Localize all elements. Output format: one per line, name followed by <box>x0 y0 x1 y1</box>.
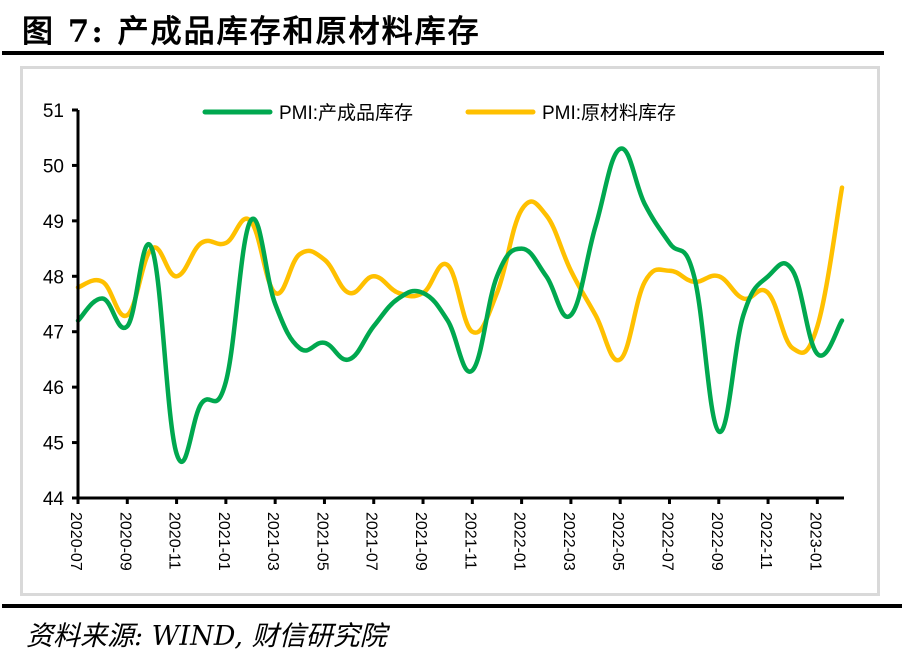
x-tick-label: 2021-09 <box>412 512 429 571</box>
y-tick-label: 49 <box>43 212 64 233</box>
y-tick-label: 45 <box>43 434 64 455</box>
legend: PMI:产成品库存 PMI:原材料库存 <box>202 102 676 124</box>
x-tick-label: 2021-01 <box>215 512 232 571</box>
series-lines <box>75 146 845 465</box>
y-tick-label: 48 <box>43 267 64 288</box>
y-tick-label: 50 <box>43 156 64 177</box>
x-axis-ticks: 2020-07 2020-09 2020-11 2021-01 2021-03 2021-… <box>67 498 823 571</box>
figure-title: 图 7: 产成品库存和原材料库存 <box>22 14 481 50</box>
source-note: 资料来源: WIND, 财信研究院 <box>26 621 387 652</box>
x-tick-label: 2022-03 <box>560 512 577 571</box>
x-tick-label: 2022-05 <box>609 512 626 571</box>
x-tick-label: 2022-01 <box>511 512 528 571</box>
title-rule <box>2 51 884 55</box>
x-tick-label: 2022-11 <box>757 512 774 570</box>
x-tick-label: 2022-09 <box>708 512 725 571</box>
y-tick-label: 46 <box>43 378 64 399</box>
series-line-finished-goods <box>75 146 845 465</box>
x-tick-label: 2020-07 <box>67 512 84 571</box>
y-tick-label: 47 <box>43 323 64 344</box>
legend-item-raw-materials: PMI:原材料库存 <box>465 102 676 124</box>
legend-label-raw-materials: PMI:原材料库存 <box>542 102 676 124</box>
x-tick-label: 2022-07 <box>658 512 675 571</box>
y-tick-label: 44 <box>43 489 65 510</box>
x-tick-label: 2023-01 <box>806 512 823 571</box>
series-line-raw-materials <box>75 185 845 363</box>
y-tick-label: 51 <box>43 101 64 122</box>
legend-item-finished-goods: PMI:产成品库存 <box>202 102 413 124</box>
x-tick-label: 2021-11 <box>461 512 478 570</box>
y-axis-ticks: 44 45 46 47 48 49 50 51 <box>43 101 78 510</box>
x-tick-label: 2021-05 <box>313 512 330 571</box>
x-tick-label: 2020-09 <box>116 512 133 571</box>
x-tick-label: 2021-07 <box>363 512 380 571</box>
x-tick-label: 2021-03 <box>264 512 281 571</box>
legend-label-finished-goods: PMI:产成品库存 <box>279 102 413 124</box>
x-tick-label: 2020-11 <box>166 512 183 570</box>
footer-rule <box>2 604 902 608</box>
